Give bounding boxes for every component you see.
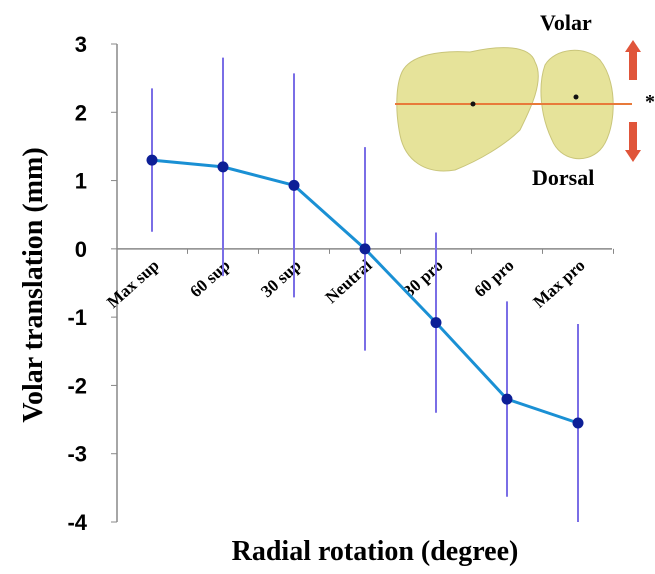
data-point — [501, 393, 513, 405]
y-tick-label: -1 — [67, 305, 87, 330]
x-tick-label: Max sup — [103, 256, 162, 312]
y-tick-label: -4 — [67, 510, 87, 535]
arrow — [625, 122, 641, 162]
y-tick-label: 1 — [75, 169, 87, 194]
arrow — [625, 40, 641, 80]
data-point — [217, 161, 229, 173]
annotation: Volar — [540, 10, 592, 35]
x-tick-label: 30 sup — [257, 256, 304, 301]
x-axis-title: Radial rotation (degree) — [232, 536, 519, 567]
y-tick-label: -3 — [67, 442, 87, 467]
data-point — [430, 317, 442, 329]
y-axis-title: Volar translation (mm) — [18, 147, 49, 422]
data-point — [146, 154, 158, 166]
inset-bones: Volar Dorsal * — [395, 10, 655, 190]
y-tick-label: 3 — [75, 32, 87, 57]
y-tick-label: 0 — [75, 237, 87, 262]
dot — [470, 101, 476, 107]
x-tick-label: Neutral — [322, 256, 376, 308]
annotation: Dorsal — [532, 165, 594, 190]
data-point — [359, 243, 371, 255]
x-tick-label: 60 pro — [470, 256, 517, 301]
y-tick-label: -2 — [67, 373, 87, 398]
y-tick-label: 2 — [75, 100, 87, 125]
bone — [396, 47, 539, 172]
x-tick-label: Max pro — [530, 256, 589, 312]
data-point — [572, 417, 584, 429]
data-point — [288, 179, 300, 191]
dot — [573, 94, 579, 100]
x-tick-label: 60 sup — [186, 256, 233, 301]
annotation: * — [645, 91, 655, 113]
